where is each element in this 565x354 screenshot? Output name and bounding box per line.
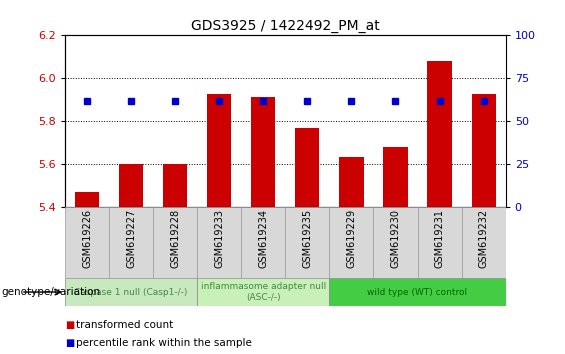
Bar <box>384 147 407 207</box>
Text: Caspase 1 null (Casp1-/-): Caspase 1 null (Casp1-/-) <box>75 287 188 297</box>
Bar <box>65 207 109 278</box>
Bar <box>197 278 329 306</box>
Text: genotype/variation: genotype/variation <box>1 287 100 297</box>
Text: wild type (WT) control: wild type (WT) control <box>367 287 468 297</box>
Bar <box>241 207 285 278</box>
Bar <box>428 61 451 207</box>
Bar <box>65 278 197 306</box>
Title: GDS3925 / 1422492_PM_at: GDS3925 / 1422492_PM_at <box>191 19 380 33</box>
Bar <box>285 207 329 278</box>
Bar <box>197 207 241 278</box>
Bar <box>418 207 462 278</box>
Text: GSM619234: GSM619234 <box>258 209 268 268</box>
Bar <box>373 207 418 278</box>
Bar <box>153 207 197 278</box>
Bar <box>119 164 143 207</box>
Bar <box>295 128 319 207</box>
Text: percentile rank within the sample: percentile rank within the sample <box>76 338 252 348</box>
Bar <box>251 97 275 207</box>
Text: inflammasome adapter null
(ASC-/-): inflammasome adapter null (ASC-/-) <box>201 282 326 302</box>
Text: GSM619232: GSM619232 <box>479 209 489 268</box>
Text: transformed count: transformed count <box>76 320 173 330</box>
Text: ■: ■ <box>65 338 74 348</box>
Text: GSM619235: GSM619235 <box>302 209 312 268</box>
Bar <box>472 95 496 207</box>
Bar <box>329 207 373 278</box>
Bar <box>462 207 506 278</box>
Text: GSM619233: GSM619233 <box>214 209 224 268</box>
Bar <box>329 278 506 306</box>
Bar <box>109 207 153 278</box>
Text: ■: ■ <box>65 320 74 330</box>
Bar <box>75 192 99 207</box>
Text: GSM619231: GSM619231 <box>434 209 445 268</box>
Text: GSM619227: GSM619227 <box>126 209 136 268</box>
Bar <box>340 157 363 207</box>
Bar <box>163 164 187 207</box>
Text: GSM619226: GSM619226 <box>82 209 92 268</box>
Bar <box>207 95 231 207</box>
Text: GSM619229: GSM619229 <box>346 209 357 268</box>
Text: GSM619228: GSM619228 <box>170 209 180 268</box>
Text: GSM619230: GSM619230 <box>390 209 401 268</box>
